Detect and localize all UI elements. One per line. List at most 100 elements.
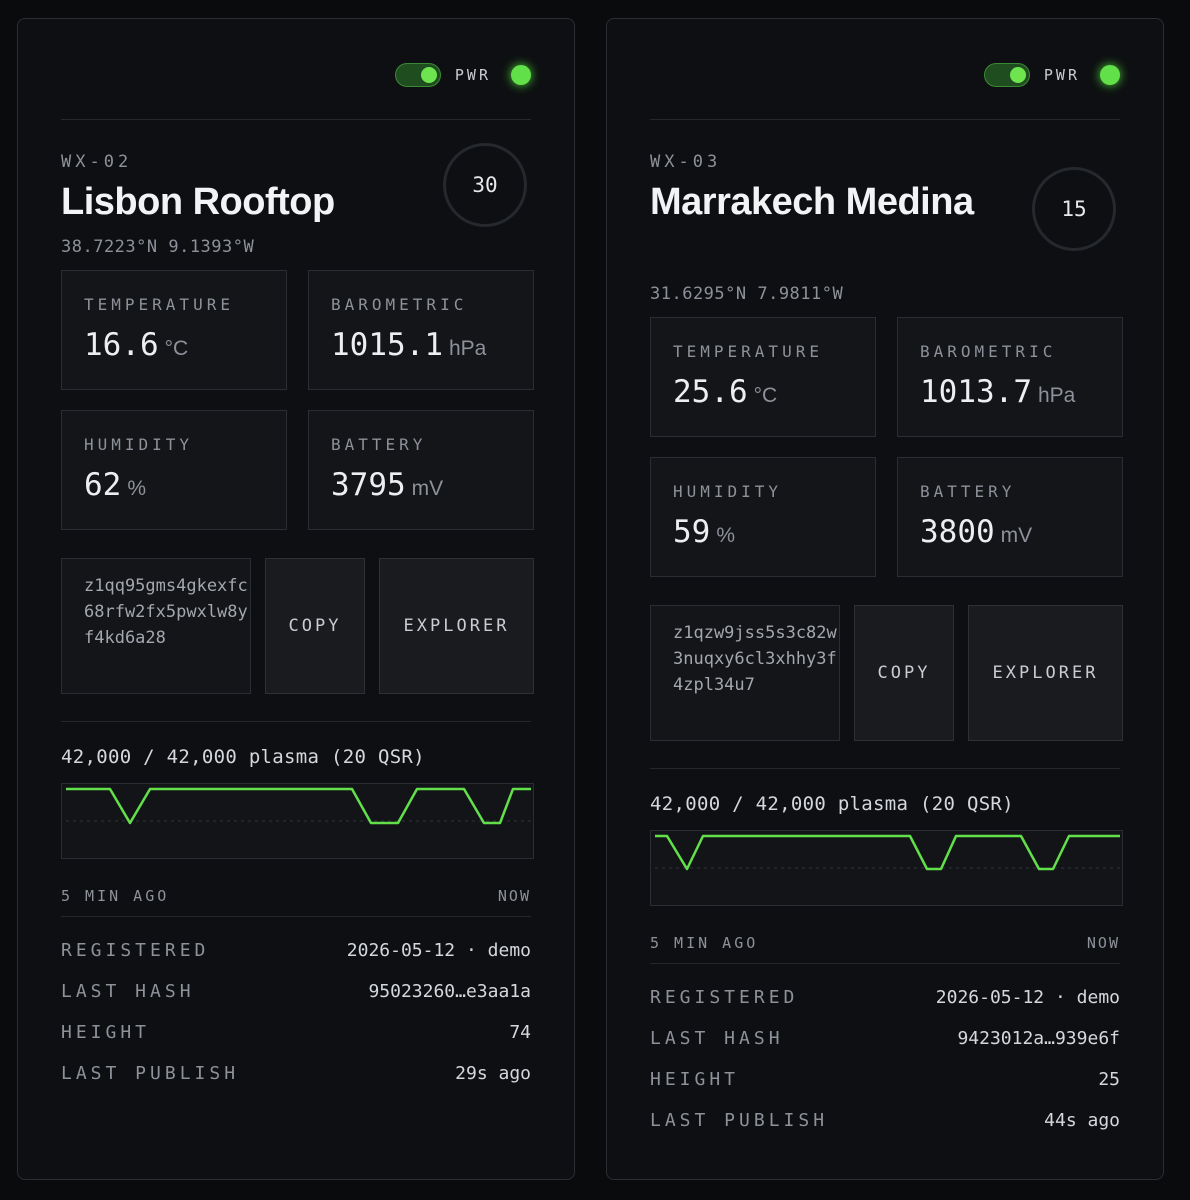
metric-label: HUMIDITY bbox=[84, 435, 194, 454]
detail-value: 2026-05-12 · demo bbox=[346, 940, 531, 961]
metric-temperature: TEMPERATURE 16.6 °C bbox=[61, 270, 287, 390]
detail-last-hash: LAST HASH 9423012a…939e6f bbox=[650, 1028, 1120, 1054]
power-bar: PWR bbox=[394, 61, 531, 89]
detail-key: HEIGHT bbox=[650, 1069, 740, 1090]
plasma-chart-svg bbox=[655, 834, 1120, 871]
divider bbox=[61, 721, 531, 722]
power-led-icon bbox=[1100, 65, 1120, 85]
detail-last-publish: LAST PUBLISH 29s ago bbox=[61, 1063, 531, 1089]
station-address: z1qzw9jss5s3c82w3nuqxy6cl3xhhy3f4zpl34u7 bbox=[650, 605, 840, 741]
metric-label: BAROMETRIC bbox=[331, 295, 468, 314]
station-name: Lisbon Rooftop bbox=[61, 181, 335, 223]
plasma-series-line bbox=[655, 834, 1120, 871]
countdown-ring: 30 bbox=[443, 143, 527, 227]
metric-barometric: BAROMETRIC 1013.7 hPa bbox=[897, 317, 1123, 437]
station-address: z1qq95gms4gkexfc68rfw2fx5pwxlw8y f4kd6a2… bbox=[61, 558, 251, 694]
metric-value: 1013.7 bbox=[920, 374, 1032, 410]
detail-height: HEIGHT 74 bbox=[61, 1022, 531, 1048]
metric-unit: mV bbox=[411, 477, 444, 500]
detail-last-hash: LAST HASH 95023260…e3aa1a bbox=[61, 981, 531, 1007]
detail-key: LAST PUBLISH bbox=[650, 1110, 829, 1131]
station-code: WX-03 bbox=[650, 152, 722, 172]
metric-unit: °C bbox=[753, 384, 778, 407]
divider bbox=[61, 916, 531, 917]
power-led-icon bbox=[511, 65, 531, 85]
metric-label: HUMIDITY bbox=[673, 482, 783, 501]
toggle-knob bbox=[1009, 67, 1026, 83]
metric-unit: hPa bbox=[1037, 384, 1076, 407]
divider bbox=[650, 963, 1120, 964]
station-code: WX-02 bbox=[61, 152, 133, 172]
metric-unit: % bbox=[716, 524, 736, 547]
metric-label: TEMPERATURE bbox=[673, 342, 823, 361]
detail-value: 9423012a…939e6f bbox=[957, 1028, 1120, 1049]
metric-unit: °C bbox=[164, 337, 189, 360]
metric-barometric: BAROMETRIC 1015.1 hPa bbox=[308, 270, 534, 390]
metric-battery: BATTERY 3800 mV bbox=[897, 457, 1123, 577]
metric-battery: BATTERY 3795 mV bbox=[308, 410, 534, 530]
chart-start-label: 5 MIN AGO bbox=[650, 934, 759, 952]
metric-humidity: HUMIDITY 62% bbox=[61, 410, 287, 530]
chart-end-label: NOW bbox=[497, 887, 531, 905]
detail-registered: REGISTERED 2026-05-12 · demo bbox=[650, 987, 1120, 1013]
detail-key: LAST HASH bbox=[650, 1028, 784, 1049]
metric-temperature: TEMPERATURE 25.6 °C bbox=[650, 317, 876, 437]
countdown-value: 30 bbox=[472, 173, 498, 197]
divider bbox=[650, 119, 1120, 120]
chart-start-label: 5 MIN AGO bbox=[61, 887, 170, 905]
metric-value: 59 bbox=[673, 514, 711, 550]
copy-button[interactable]: COPY bbox=[854, 605, 954, 741]
metric-unit: hPa bbox=[448, 337, 487, 360]
metric-value: 16.6 bbox=[84, 327, 159, 363]
metric-unit: % bbox=[127, 477, 147, 500]
power-label: PWR bbox=[454, 66, 491, 84]
metric-value: 3795 bbox=[331, 467, 406, 503]
metric-value: 1015.1 bbox=[331, 327, 443, 363]
explorer-button[interactable]: EXPLORER bbox=[379, 558, 534, 694]
metric-value: 25.6 bbox=[673, 374, 748, 410]
power-toggle[interactable] bbox=[983, 63, 1030, 87]
power-toggle[interactable] bbox=[394, 63, 441, 87]
station-name: Marrakech Medina bbox=[650, 181, 974, 223]
copy-button[interactable]: COPY bbox=[265, 558, 365, 694]
detail-last-publish: LAST PUBLISH 44s ago bbox=[650, 1110, 1120, 1136]
plasma-chart-svg bbox=[66, 787, 531, 825]
plasma-series-line bbox=[66, 787, 531, 825]
detail-height: HEIGHT 25 bbox=[650, 1069, 1120, 1095]
divider bbox=[650, 768, 1120, 769]
metric-label: TEMPERATURE bbox=[84, 295, 234, 314]
detail-value: 95023260…e3aa1a bbox=[368, 981, 531, 1002]
power-label: PWR bbox=[1043, 66, 1080, 84]
metric-label: BAROMETRIC bbox=[920, 342, 1057, 361]
detail-registered: REGISTERED 2026-05-12 · demo bbox=[61, 940, 531, 966]
detail-value: 2026-05-12 · demo bbox=[935, 987, 1120, 1008]
countdown-ring: 15 bbox=[1032, 167, 1116, 251]
detail-key: LAST PUBLISH bbox=[61, 1063, 240, 1084]
metric-label: BATTERY bbox=[920, 482, 1016, 501]
station-card-wx-03: PWR WX-03 Marrakech Medina 31.6295°N 7.9… bbox=[606, 18, 1164, 1180]
chart-end-label: NOW bbox=[1086, 934, 1120, 952]
detail-key: REGISTERED bbox=[61, 940, 210, 961]
metric-value: 62 bbox=[84, 467, 122, 503]
station-coords: 31.6295°N 7.9811°W bbox=[650, 284, 844, 304]
station-coords: 38.7223°N 9.1393°W bbox=[61, 237, 255, 257]
power-bar: PWR bbox=[983, 61, 1120, 89]
plasma-balance: 42,000 / 42,000 plasma (20 QSR) bbox=[650, 793, 1014, 815]
detail-value: 29s ago bbox=[455, 1063, 531, 1084]
metric-unit: mV bbox=[1000, 524, 1033, 547]
detail-key: LAST HASH bbox=[61, 981, 195, 1002]
detail-key: HEIGHT bbox=[61, 1022, 151, 1043]
plasma-chart bbox=[61, 783, 534, 859]
detail-value: 25 bbox=[1098, 1069, 1120, 1090]
divider bbox=[61, 119, 531, 120]
detail-key: REGISTERED bbox=[650, 987, 799, 1008]
metric-value: 3800 bbox=[920, 514, 995, 550]
countdown-value: 15 bbox=[1061, 197, 1087, 221]
explorer-button[interactable]: EXPLORER bbox=[968, 605, 1123, 741]
detail-value: 74 bbox=[509, 1022, 531, 1043]
plasma-balance: 42,000 / 42,000 plasma (20 QSR) bbox=[61, 746, 425, 768]
plasma-chart bbox=[650, 830, 1123, 906]
metric-humidity: HUMIDITY 59% bbox=[650, 457, 876, 577]
toggle-knob bbox=[420, 67, 437, 83]
metric-label: BATTERY bbox=[331, 435, 427, 454]
